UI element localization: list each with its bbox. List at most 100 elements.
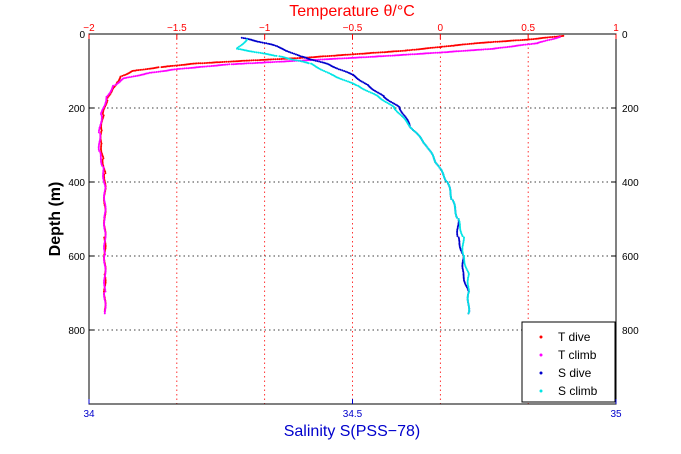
data-point bbox=[394, 54, 397, 57]
data-point bbox=[100, 110, 103, 113]
data-point bbox=[532, 38, 535, 41]
data-point bbox=[321, 55, 324, 58]
data-point bbox=[261, 52, 264, 55]
data-point bbox=[434, 46, 437, 49]
data-point bbox=[159, 70, 162, 73]
legend-box bbox=[521, 321, 616, 403]
data-point bbox=[372, 51, 375, 54]
data-point bbox=[97, 131, 100, 134]
data-point bbox=[393, 54, 396, 57]
data-point bbox=[546, 36, 549, 39]
data-point bbox=[100, 119, 103, 121]
data-point bbox=[462, 239, 465, 242]
data-point bbox=[203, 62, 206, 65]
data-point bbox=[103, 259, 106, 262]
data-point bbox=[468, 42, 471, 45]
data-point bbox=[103, 224, 105, 227]
depth-tick-label-right: 400 bbox=[622, 178, 639, 189]
data-point bbox=[326, 58, 329, 61]
data-point bbox=[155, 71, 158, 73]
data-point bbox=[436, 46, 439, 49]
data-point bbox=[386, 101, 389, 104]
data-point bbox=[104, 239, 106, 242]
data-point bbox=[103, 258, 105, 261]
data-point bbox=[467, 287, 470, 290]
data-point bbox=[105, 98, 108, 101]
data-point bbox=[436, 51, 439, 54]
data-point bbox=[219, 61, 222, 64]
data-point bbox=[324, 62, 327, 65]
data-point bbox=[401, 49, 404, 52]
data-point bbox=[223, 63, 226, 66]
data-point bbox=[426, 146, 429, 149]
data-point bbox=[461, 250, 464, 253]
data-point bbox=[434, 51, 437, 54]
data-point bbox=[338, 57, 341, 60]
data-point bbox=[490, 41, 493, 44]
data-point bbox=[312, 56, 314, 59]
data-point bbox=[210, 61, 213, 64]
data-point bbox=[103, 247, 105, 250]
data-point bbox=[340, 57, 342, 60]
data-point bbox=[354, 53, 357, 56]
data-point bbox=[99, 123, 102, 126]
data-point bbox=[102, 172, 105, 175]
data-point bbox=[97, 145, 100, 148]
data-point bbox=[466, 296, 469, 299]
data-point bbox=[272, 54, 275, 57]
data-point bbox=[371, 55, 374, 58]
data-point bbox=[384, 101, 387, 103]
data-point bbox=[230, 60, 233, 63]
data-point bbox=[450, 198, 453, 201]
data-point bbox=[456, 235, 459, 237]
data-point bbox=[377, 51, 380, 54]
data-point bbox=[409, 53, 412, 56]
data-point bbox=[467, 304, 470, 307]
data-point bbox=[384, 51, 387, 54]
data-point bbox=[173, 64, 176, 67]
data-point bbox=[384, 55, 387, 57]
data-point bbox=[397, 111, 400, 114]
temperature-tick-label: −1 bbox=[259, 23, 271, 34]
data-point bbox=[542, 40, 545, 43]
data-point bbox=[328, 55, 331, 57]
data-point bbox=[201, 65, 204, 68]
data-point bbox=[468, 290, 471, 293]
data-point bbox=[461, 235, 464, 238]
data-point bbox=[104, 202, 106, 205]
legend-marker bbox=[539, 353, 543, 357]
data-point bbox=[461, 268, 464, 271]
data-point bbox=[478, 42, 481, 44]
data-point bbox=[104, 233, 107, 236]
data-point bbox=[383, 51, 386, 54]
data-point bbox=[294, 57, 297, 60]
data-point bbox=[199, 65, 202, 68]
data-point bbox=[396, 54, 399, 57]
data-point bbox=[404, 53, 407, 56]
data-point bbox=[508, 45, 511, 48]
data-point bbox=[524, 38, 527, 41]
data-point bbox=[150, 71, 153, 74]
data-point bbox=[323, 58, 326, 61]
data-point bbox=[521, 44, 524, 46]
data-point bbox=[387, 54, 390, 57]
data-point bbox=[372, 55, 375, 58]
data-point bbox=[275, 60, 278, 63]
data-point bbox=[268, 43, 271, 45]
data-point bbox=[249, 62, 252, 65]
data-point bbox=[297, 59, 300, 62]
data-point bbox=[103, 278, 106, 281]
data-point bbox=[97, 148, 100, 151]
data-point bbox=[175, 64, 177, 67]
data-point bbox=[160, 66, 163, 69]
data-point bbox=[103, 264, 106, 267]
data-point bbox=[104, 245, 107, 248]
data-point bbox=[221, 61, 224, 63]
data-point bbox=[411, 48, 414, 51]
data-point bbox=[104, 235, 107, 237]
data-point bbox=[489, 41, 492, 44]
data-point bbox=[469, 49, 472, 52]
data-point bbox=[169, 65, 172, 67]
data-point bbox=[338, 77, 341, 80]
data-point bbox=[102, 166, 105, 169]
